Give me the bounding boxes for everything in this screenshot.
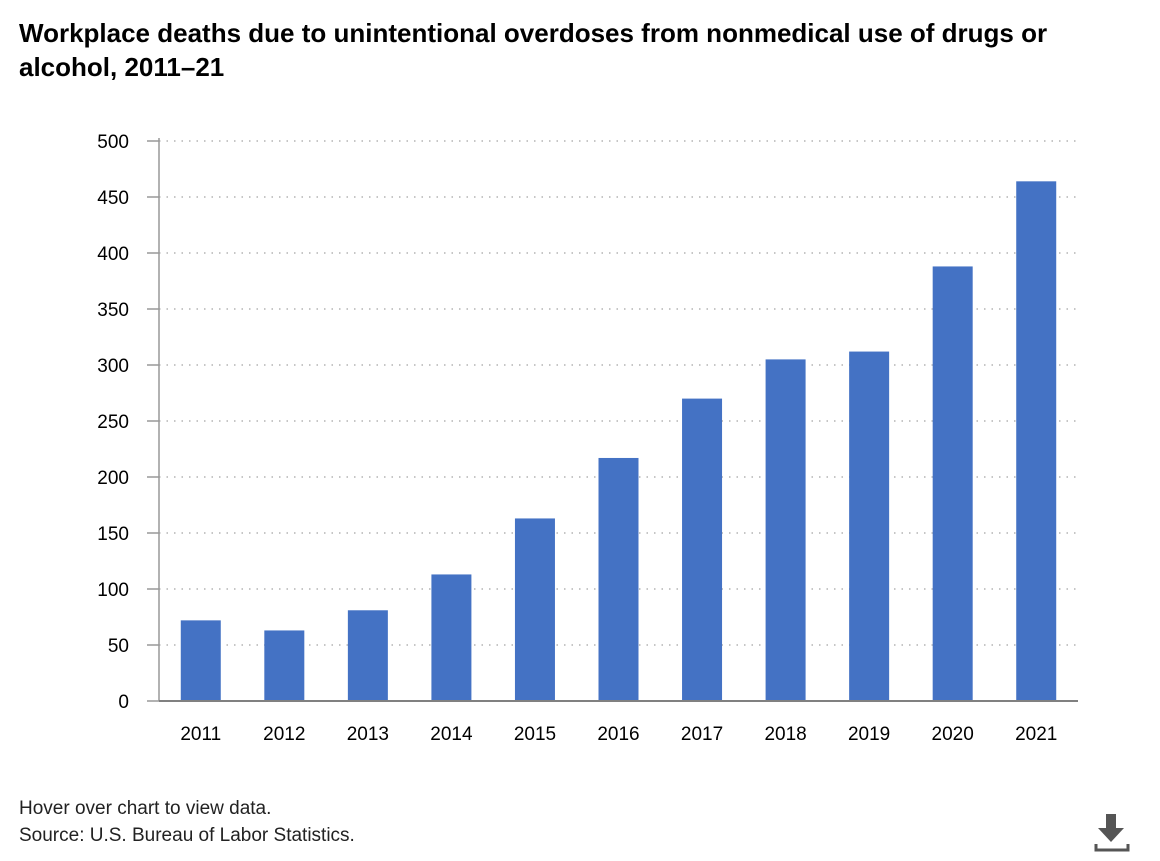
- x-tick-label: 2017: [681, 724, 723, 745]
- bars[interactable]: [180, 181, 1057, 701]
- bar-2016[interactable]: [598, 457, 639, 701]
- x-tick-label: 2011: [180, 724, 221, 745]
- y-tick-label: 0: [118, 692, 129, 713]
- y-tick-label: 50: [108, 636, 129, 657]
- x-tick-label: 2016: [597, 724, 639, 745]
- y-tick-label: 500: [97, 132, 129, 153]
- x-tick-label: 2021: [1015, 724, 1057, 745]
- bar-2015[interactable]: [514, 518, 555, 701]
- y-axis-ticks: 0 50 100 150 200 250 300 350 400 450 500: [97, 132, 159, 713]
- y-tick-label: 350: [97, 300, 129, 321]
- bar-2013[interactable]: [347, 610, 388, 701]
- bar-2017[interactable]: [682, 398, 723, 701]
- x-tick-label: 2013: [347, 724, 389, 745]
- bar-2021[interactable]: [1016, 181, 1057, 701]
- bar-2018[interactable]: [765, 359, 806, 701]
- bar-2014[interactable]: [431, 574, 472, 701]
- axes: [158, 138, 1078, 702]
- download-button[interactable]: [1090, 810, 1136, 856]
- x-tick-label: 2018: [764, 724, 806, 745]
- chart-footer: Hover over chart to view data. Source: U…: [19, 795, 355, 849]
- y-tick-label: 150: [97, 524, 129, 545]
- y-tick-label: 450: [97, 188, 129, 209]
- gridlines: [159, 140, 1078, 646]
- x-tick-label: 2019: [848, 724, 890, 745]
- x-axis-ticks: 2011 2012 2013 2014 2015 2016 2017 2018 2019 2020…: [180, 724, 1057, 745]
- bar-2020[interactable]: [932, 266, 973, 701]
- download-icon: [1094, 814, 1130, 852]
- source-note: Source: U.S. Bureau of Labor Statistics.: [19, 825, 355, 846]
- hover-note: Hover over chart to view data.: [19, 798, 272, 819]
- y-tick-label: 400: [97, 244, 129, 265]
- bar-2012[interactable]: [264, 630, 305, 701]
- bar-2011[interactable]: [180, 620, 221, 701]
- x-tick-label: 2020: [932, 724, 974, 745]
- x-tick-label: 2015: [514, 724, 556, 745]
- bar-2019[interactable]: [849, 351, 890, 701]
- y-tick-label: 100: [97, 580, 129, 601]
- y-tick-label: 250: [97, 412, 129, 433]
- chart-title: Workplace deaths due to unintentional ov…: [19, 18, 1048, 82]
- y-tick-label: 300: [97, 356, 129, 377]
- x-tick-label: 2014: [430, 724, 473, 745]
- x-tick-label: 2012: [263, 724, 305, 745]
- y-tick-label: 200: [97, 468, 129, 489]
